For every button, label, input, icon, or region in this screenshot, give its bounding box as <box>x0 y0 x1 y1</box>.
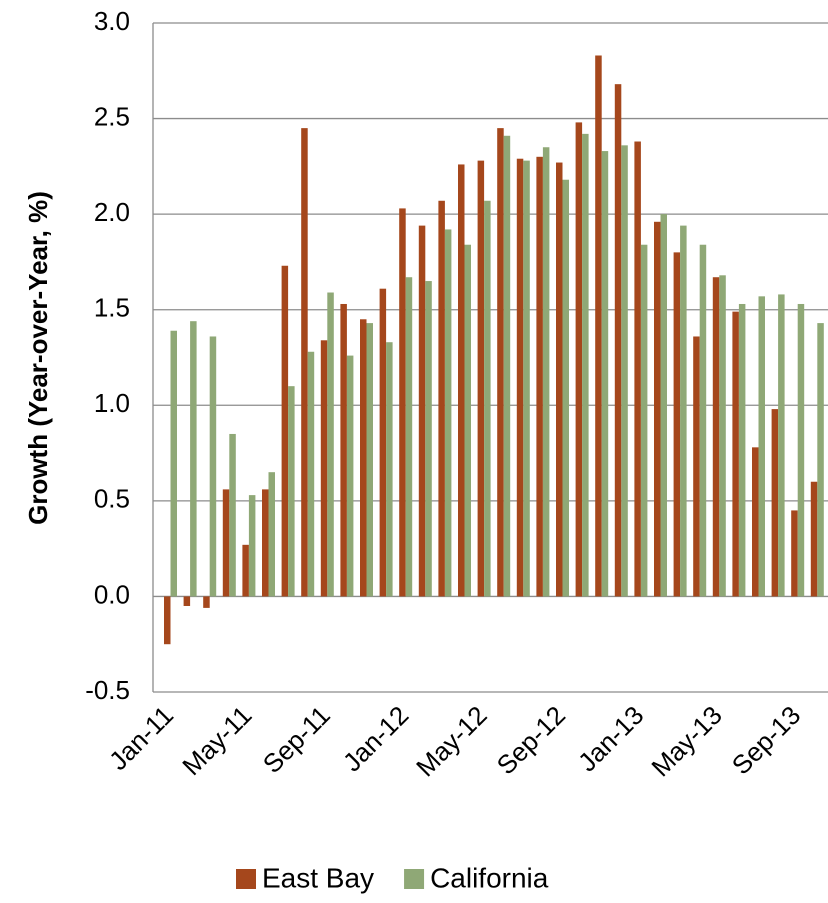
bar <box>654 221 661 597</box>
bar <box>797 303 805 597</box>
bar <box>183 596 191 606</box>
y-axis-title: Growth (Year-over-Year, %) <box>23 191 53 525</box>
bar <box>575 122 583 597</box>
bar <box>699 244 707 597</box>
bar <box>660 214 667 597</box>
bar <box>405 277 413 597</box>
bar <box>712 277 720 597</box>
bar <box>595 55 602 597</box>
bar <box>562 179 569 597</box>
x-tick-label: Sep-11 <box>257 700 336 779</box>
bar <box>425 281 432 597</box>
bar <box>190 321 197 597</box>
bar <box>170 330 177 597</box>
bar <box>418 225 426 597</box>
y-tick-label: -0.5 <box>85 675 130 705</box>
bar <box>640 244 648 597</box>
bar <box>242 544 249 597</box>
bar <box>268 472 275 597</box>
bar <box>464 244 471 597</box>
bar <box>477 160 485 597</box>
bar <box>281 265 289 597</box>
legend-label: East Bay <box>262 862 374 893</box>
x-tick-label: Jan-13 <box>572 700 649 777</box>
bar <box>810 481 818 597</box>
bar <box>327 292 334 597</box>
bar <box>203 596 210 608</box>
bar <box>399 208 406 597</box>
y-tick-label: 2.5 <box>94 101 130 131</box>
x-tick-label: May-11 <box>176 700 257 781</box>
bar <box>340 303 347 597</box>
bar <box>386 342 393 597</box>
bar <box>248 495 256 597</box>
bar <box>301 128 308 597</box>
x-tick-label: Jan-11 <box>103 700 179 776</box>
bar <box>307 351 315 597</box>
bar <box>621 145 628 597</box>
y-tick-label: 0.5 <box>94 484 130 514</box>
bar <box>817 323 824 597</box>
bar <box>444 229 452 597</box>
bar <box>582 133 589 597</box>
x-tick-label: Jan-12 <box>337 700 414 777</box>
bar <box>484 200 491 597</box>
y-tick-label: 1.0 <box>94 388 130 418</box>
bar <box>262 489 269 597</box>
bar <box>360 319 367 597</box>
bar <box>458 164 465 597</box>
bar <box>320 340 328 597</box>
bar <box>601 151 609 597</box>
bar <box>209 336 217 597</box>
bar <box>732 311 739 597</box>
legend-label: California <box>430 862 549 893</box>
bar <box>222 489 230 597</box>
bar <box>771 409 779 597</box>
bar <box>366 323 373 597</box>
bar <box>673 252 681 597</box>
bar <box>164 596 171 645</box>
y-tick-label: 1.5 <box>94 293 130 323</box>
bar <box>229 433 236 597</box>
x-tick-label: Sep-13 <box>726 700 806 780</box>
bar <box>738 303 746 597</box>
bar <box>503 135 511 597</box>
bar <box>523 160 530 597</box>
bar <box>536 156 543 597</box>
bar <box>778 294 785 597</box>
bar <box>719 275 726 597</box>
bar <box>758 296 765 597</box>
bar <box>614 84 622 597</box>
legend-swatch <box>404 869 425 889</box>
x-tick-label: May-12 <box>410 700 493 783</box>
y-tick-label: 0.0 <box>94 579 130 609</box>
bar <box>379 288 387 597</box>
bar <box>288 386 295 597</box>
legend-swatch <box>236 869 256 889</box>
bar <box>438 200 445 597</box>
x-tick-label: May-13 <box>645 700 728 783</box>
bar <box>346 355 354 597</box>
bar <box>497 128 504 597</box>
y-tick-label: 3.0 <box>94 6 130 36</box>
bar <box>516 158 524 597</box>
bar <box>556 162 563 597</box>
bar <box>680 225 687 597</box>
y-tick-label: 2.0 <box>94 197 130 227</box>
bar <box>634 141 641 597</box>
bar <box>791 510 798 597</box>
bar <box>542 147 550 597</box>
bar <box>693 336 700 597</box>
x-tick-label: Sep-12 <box>491 700 571 780</box>
bar <box>752 447 759 597</box>
